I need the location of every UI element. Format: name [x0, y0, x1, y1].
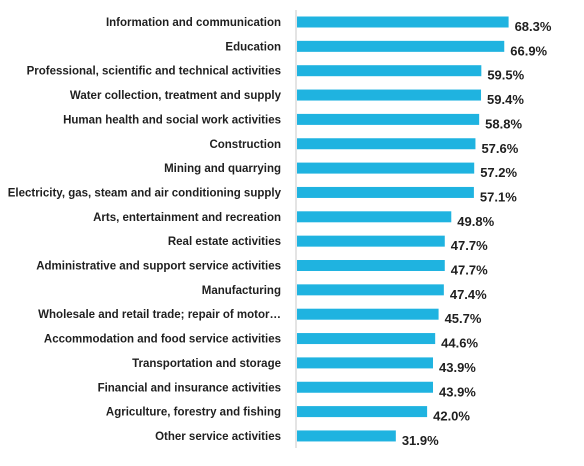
bar	[297, 65, 482, 77]
bar	[297, 235, 445, 247]
value-label: 47.4%	[450, 287, 487, 302]
value-label: 43.9%	[439, 360, 476, 375]
value-label: 59.5%	[487, 68, 524, 83]
bar	[297, 381, 434, 393]
bar	[297, 308, 439, 320]
value-label: 68.3%	[515, 19, 552, 34]
category-label: Accommodation and food service activitie…	[44, 334, 281, 346]
bar	[297, 138, 476, 150]
category-label: Professional, scientific and technical a…	[27, 66, 281, 78]
category-label: Other service activities	[155, 431, 281, 443]
value-label: 45.7%	[445, 311, 482, 326]
value-label: 57.2%	[480, 165, 517, 180]
value-label: 47.7%	[451, 238, 488, 253]
category-label: Mining and quarrying	[164, 163, 281, 175]
value-label: 57.1%	[480, 189, 517, 204]
category-label: Human health and social work activities	[63, 114, 281, 126]
category-label: Water collection, treatment and supply	[70, 90, 282, 102]
category-label: Electricity, gas, steam and air conditio…	[8, 187, 282, 199]
category-labels: Information and communication Education Pr…	[8, 17, 282, 443]
value-labels: 68.3% 66.9% 59.5% 59.4% 58.8% 57.6% 57.2% 57.1%…	[402, 19, 552, 448]
bar	[297, 430, 396, 442]
bar	[297, 333, 436, 345]
category-label: Information and communication	[106, 17, 281, 29]
category-label: Arts, entertainment and recreation	[93, 212, 281, 224]
category-label: Education	[225, 41, 281, 53]
bar	[297, 113, 480, 125]
value-label: 57.6%	[481, 141, 518, 156]
value-label: 66.9%	[510, 43, 547, 58]
value-label: 44.6%	[441, 336, 478, 351]
value-label: 47.7%	[451, 263, 488, 278]
category-label: Wholesale and retail trade; repair of mo…	[38, 309, 281, 321]
category-label: Real estate activities	[168, 236, 281, 248]
bar	[297, 16, 509, 28]
category-label: Manufacturing	[202, 285, 281, 297]
value-label: 43.9%	[439, 384, 476, 399]
category-label: Agriculture, forestry and fishing	[106, 407, 281, 419]
bars	[297, 16, 509, 442]
bar	[297, 162, 475, 174]
bar	[297, 211, 452, 223]
category-label: Transportation and storage	[132, 358, 281, 370]
category-label: Administrative and support service activ…	[36, 261, 281, 273]
value-label: 31.9%	[402, 433, 439, 448]
value-label: 49.8%	[457, 214, 494, 229]
value-label: 59.4%	[487, 92, 524, 107]
value-label: 58.8%	[485, 116, 522, 131]
bar	[297, 40, 505, 52]
category-label: Construction	[209, 139, 281, 151]
bar	[297, 406, 428, 418]
bar	[297, 284, 444, 296]
bar	[297, 357, 434, 369]
bar	[297, 89, 482, 101]
bar	[297, 260, 445, 271]
value-label: 42.0%	[433, 409, 470, 424]
category-label: Financial and insurance activities	[98, 382, 281, 394]
bar	[297, 186, 474, 198]
